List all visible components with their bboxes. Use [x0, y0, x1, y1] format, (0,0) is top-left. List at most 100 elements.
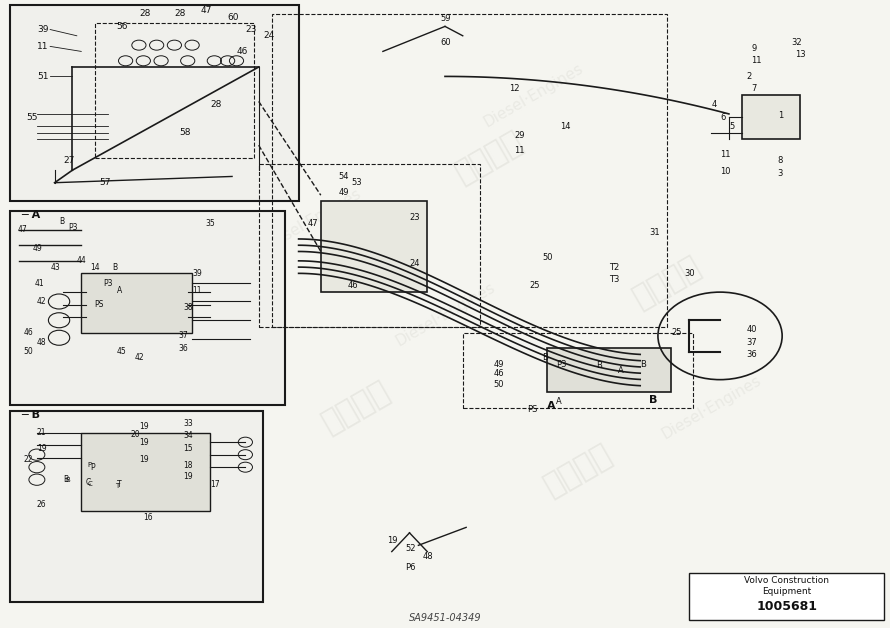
Text: T: T — [115, 483, 119, 489]
Text: 28: 28 — [139, 9, 150, 18]
Text: 19: 19 — [183, 472, 193, 481]
Polygon shape — [742, 95, 800, 139]
Text: Diesel·Engines: Diesel·Engines — [659, 373, 764, 442]
Text: B: B — [65, 477, 70, 483]
Text: T3: T3 — [609, 275, 619, 284]
Polygon shape — [81, 273, 192, 333]
Polygon shape — [320, 202, 427, 292]
Polygon shape — [11, 4, 299, 202]
Text: 柴发动力: 柴发动力 — [539, 440, 617, 501]
Text: A: A — [117, 286, 122, 295]
Text: 17: 17 — [210, 480, 220, 489]
Text: B: B — [59, 217, 64, 226]
Polygon shape — [547, 349, 671, 392]
Text: Diesel·Engines: Diesel·Engines — [481, 60, 587, 130]
Text: 46: 46 — [23, 328, 33, 337]
Text: P: P — [87, 462, 92, 468]
Text: C: C — [87, 481, 93, 487]
Text: 53: 53 — [352, 178, 362, 187]
Text: 48: 48 — [423, 552, 433, 561]
Text: 39: 39 — [192, 269, 202, 278]
Text: 13: 13 — [796, 50, 806, 59]
Text: 57: 57 — [99, 178, 110, 187]
Text: ─ B: ─ B — [20, 410, 40, 420]
Text: 34: 34 — [183, 431, 193, 440]
Text: 55: 55 — [26, 112, 37, 122]
Text: 46: 46 — [237, 47, 248, 56]
Text: 20: 20 — [130, 430, 140, 438]
Text: 1: 1 — [778, 111, 783, 120]
Text: 46: 46 — [494, 369, 505, 378]
Text: 44: 44 — [77, 256, 86, 266]
Text: 2: 2 — [747, 72, 752, 81]
Text: 45: 45 — [117, 347, 126, 356]
Text: 49: 49 — [32, 244, 42, 253]
Text: 8: 8 — [778, 156, 783, 165]
Text: P3: P3 — [103, 279, 113, 288]
Text: B: B — [112, 263, 117, 271]
Text: Diesel·Engines: Diesel·Engines — [392, 279, 498, 349]
Text: 49: 49 — [494, 359, 505, 369]
Text: 12: 12 — [509, 84, 520, 94]
Text: 49: 49 — [338, 188, 349, 197]
Polygon shape — [11, 411, 263, 602]
Text: 10: 10 — [720, 167, 731, 176]
Text: C: C — [85, 479, 91, 487]
Text: 25: 25 — [671, 328, 682, 337]
Text: B: B — [63, 475, 69, 484]
Text: 56: 56 — [117, 22, 128, 31]
Text: 59: 59 — [441, 14, 451, 23]
Text: 19: 19 — [139, 438, 149, 447]
Text: 11: 11 — [720, 150, 731, 159]
Text: 46: 46 — [347, 281, 358, 290]
Text: 19: 19 — [139, 455, 149, 463]
Text: 47: 47 — [307, 219, 318, 228]
Text: 11: 11 — [192, 286, 202, 295]
Text: Diesel·Engines: Diesel·Engines — [126, 467, 231, 536]
Text: 60: 60 — [441, 38, 451, 46]
Text: 31: 31 — [649, 228, 659, 237]
Text: P: P — [90, 463, 94, 472]
Text: 54: 54 — [338, 172, 349, 181]
Polygon shape — [689, 573, 884, 620]
Text: 51: 51 — [36, 72, 48, 81]
Text: 36: 36 — [179, 344, 189, 353]
Text: 35: 35 — [206, 219, 215, 228]
Text: A: A — [556, 397, 562, 406]
Text: 40: 40 — [747, 325, 757, 334]
Text: 48: 48 — [36, 338, 46, 347]
Text: 33: 33 — [183, 419, 193, 428]
Text: 23: 23 — [246, 25, 256, 34]
Text: 柴发动力: 柴发动力 — [184, 95, 262, 157]
Text: A: A — [618, 365, 624, 375]
Text: 19: 19 — [139, 422, 149, 431]
Text: 16: 16 — [143, 512, 153, 522]
Text: 36: 36 — [747, 350, 757, 359]
Text: 11: 11 — [36, 42, 48, 51]
Text: 43: 43 — [50, 263, 60, 271]
Text: 柴发动力: 柴发动力 — [450, 127, 529, 188]
Text: 60: 60 — [228, 13, 239, 21]
Text: 39: 39 — [36, 25, 48, 34]
Text: P6: P6 — [405, 563, 416, 571]
Polygon shape — [11, 211, 286, 404]
Text: 38: 38 — [183, 303, 193, 312]
Text: 29: 29 — [514, 131, 525, 140]
Text: 15: 15 — [183, 444, 193, 453]
Text: 9: 9 — [751, 44, 756, 53]
Text: 52: 52 — [405, 544, 416, 553]
Text: 1005681: 1005681 — [756, 600, 817, 613]
Text: 5: 5 — [729, 122, 734, 131]
Text: 58: 58 — [179, 128, 190, 137]
Text: 柴发动力: 柴发动力 — [95, 283, 174, 345]
Text: PS: PS — [528, 404, 538, 413]
Text: SA9451-04349: SA9451-04349 — [409, 614, 481, 624]
Text: 7: 7 — [751, 84, 756, 94]
Text: Volvo Construction
Equipment: Volvo Construction Equipment — [744, 577, 829, 596]
Text: 42: 42 — [134, 354, 144, 362]
Text: Diesel·Engines: Diesel·Engines — [260, 186, 364, 255]
Text: 42: 42 — [36, 297, 46, 306]
Text: 14: 14 — [561, 122, 570, 131]
Text: 50: 50 — [23, 347, 33, 356]
Text: 22: 22 — [23, 455, 33, 463]
